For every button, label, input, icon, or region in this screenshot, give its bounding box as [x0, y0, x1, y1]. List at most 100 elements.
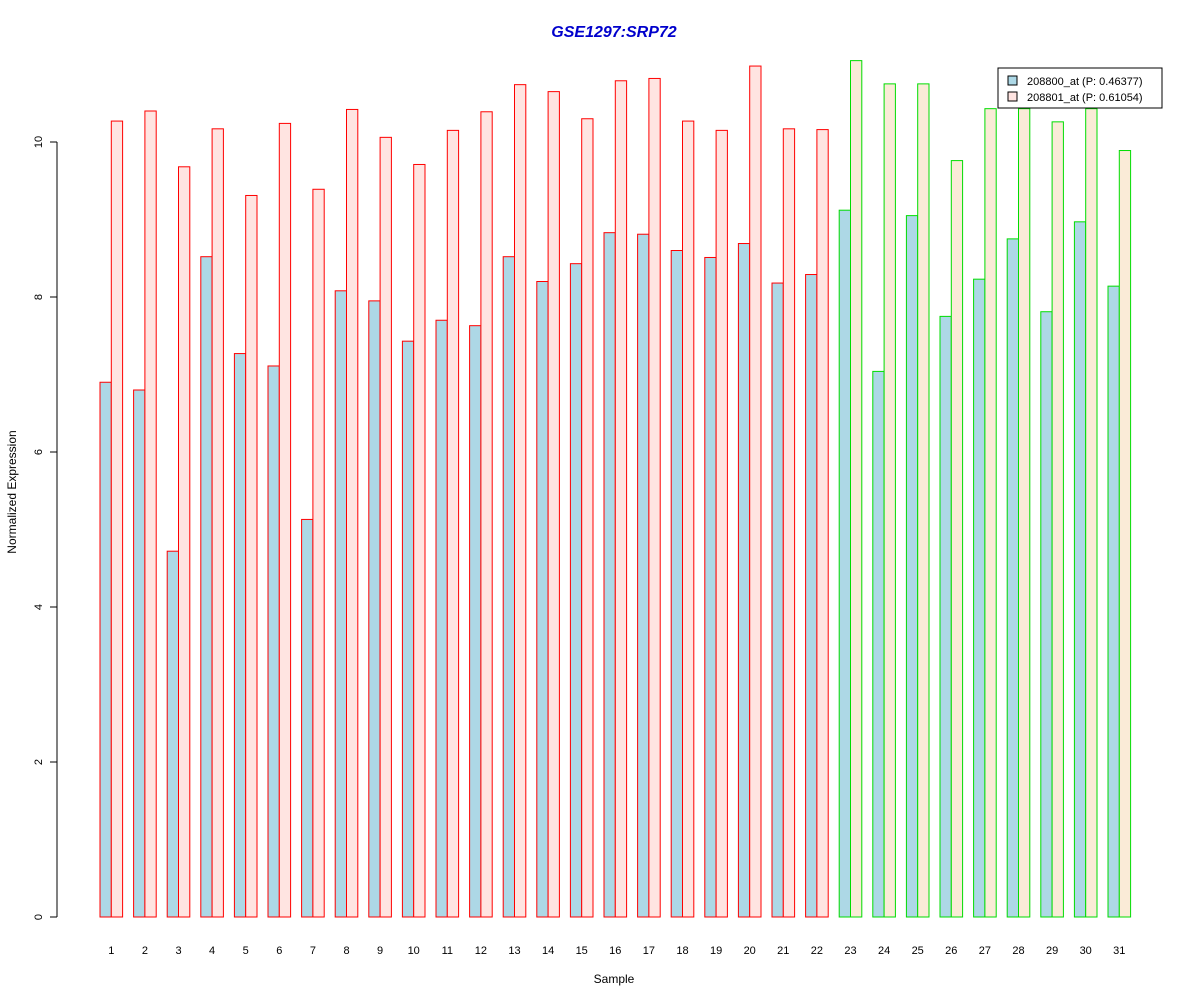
x-tick-label: 8 [343, 945, 349, 957]
bar-208800-at [771, 282, 784, 918]
bar-208800-at [872, 370, 885, 918]
bar-208800-at [1040, 311, 1053, 918]
bar-208801-at [245, 194, 258, 918]
x-tick-label: 18 [676, 945, 688, 957]
bar-208801-at [446, 129, 460, 918]
x-tick-label: 6 [276, 945, 282, 957]
bar-208801-at [178, 166, 191, 918]
chart-title: GSE1297:SRP72 [551, 24, 677, 41]
bar-208801-at [581, 118, 594, 918]
bar-208801-at [379, 136, 392, 918]
x-tick-label: 13 [508, 945, 520, 957]
x-tick-label: 30 [1080, 945, 1092, 957]
bar-208801-at [749, 65, 762, 918]
bar-208800-at [637, 233, 650, 918]
y-tick-label: 8 [33, 294, 45, 300]
bar-208800-at [368, 300, 381, 918]
x-tick-label: 10 [408, 945, 420, 957]
bar-208801-at [1085, 108, 1098, 918]
x-tick-label: 20 [744, 945, 756, 957]
bar-208801-at [715, 129, 728, 918]
bar-208801-at [211, 128, 224, 918]
bar-208800-at [670, 250, 684, 918]
x-tick-label: 5 [243, 945, 249, 957]
bar-208801-at [950, 160, 964, 918]
bar-208800-at [502, 256, 516, 918]
x-tick-label: 26 [945, 945, 957, 957]
y-tick-label: 10 [33, 136, 45, 148]
bar-208800-at [200, 256, 213, 918]
x-tick-label: 27 [979, 945, 991, 957]
x-tick-label: 14 [542, 945, 554, 957]
bar-208800-at [1006, 238, 1020, 918]
bar-208801-at [413, 163, 426, 918]
y-axis: 0 2 4 6 8 10 [33, 136, 58, 920]
bar-208801-at [816, 129, 829, 918]
x-tick-label: 31 [1113, 945, 1125, 957]
x-tick-label: 7 [310, 945, 316, 957]
bar-208800-at [301, 518, 314, 918]
x-tick-label: 12 [475, 945, 487, 957]
y-tick-label: 2 [33, 759, 45, 765]
bar-208800-at [401, 340, 415, 918]
bar-208801-at [346, 108, 359, 918]
y-axis-title: Normalized Expression [5, 430, 19, 553]
bar-208800-at [973, 278, 986, 918]
bar-208800-at [704, 256, 717, 918]
bar-208800-at [469, 325, 482, 918]
bar-208801-at [850, 60, 863, 918]
bar-208801-at [278, 122, 292, 918]
bar-208801-at [547, 91, 560, 918]
x-tick-label: 15 [576, 945, 588, 957]
x-tick-label: 11 [442, 945, 453, 957]
x-tick-label: 19 [710, 945, 722, 957]
x-tick-label: 24 [878, 945, 890, 957]
bar-208801-at [144, 110, 157, 918]
bar-208800-at [939, 315, 952, 918]
bar-208800-at [166, 550, 179, 918]
bar-208801-at [883, 83, 896, 918]
bar-208801-at [110, 120, 124, 918]
x-tick-label: 2 [142, 945, 148, 957]
bar-208801-at [984, 108, 997, 918]
bar-208800-at [435, 319, 448, 918]
bar-208801-at [782, 128, 796, 918]
bar-208801-at [480, 111, 493, 918]
x-tick-label: 1 [108, 945, 114, 957]
bar-208801-at [682, 120, 695, 918]
bar-208800-at [133, 389, 146, 918]
x-tick-label: 4 [209, 945, 215, 957]
bars-group [99, 60, 1132, 918]
x-tick-label: 25 [912, 945, 924, 957]
x-tick-label: 28 [1012, 945, 1024, 957]
x-tick-label: 3 [175, 945, 181, 957]
x-tick-label: 29 [1046, 945, 1058, 957]
bar-208800-at [905, 215, 919, 918]
legend-box [997, 67, 1163, 109]
x-tick-labels: 1 2 3 4 5 6 7 8 9 10 11 12 13 14 15 16 17 18 19 20 21 22 23 24 2… [108, 945, 1125, 957]
bar-208800-at [838, 209, 852, 918]
bar-208801-at [1018, 108, 1031, 918]
bar-208801-at [514, 84, 527, 918]
x-axis-title: Sample [594, 972, 635, 986]
legend-label-series-1: 208800_at (P: 0.46377) [1027, 76, 1143, 88]
bar-208800-at [1073, 221, 1087, 918]
x-tick-label: 22 [811, 945, 823, 957]
bar-208800-at [603, 232, 616, 918]
bar-208801-at [917, 83, 930, 918]
bar-208801-at [312, 188, 325, 918]
legend-swatch-series-1 [1007, 75, 1018, 86]
bar-208800-at [1107, 285, 1120, 918]
legend: 208800_at (P: 0.46377) 208801_at (P: 0.6… [997, 67, 1163, 109]
y-tick-label: 0 [33, 914, 45, 920]
x-tick-label: 17 [643, 945, 655, 957]
bar-208800-at [737, 243, 751, 918]
bar-208800-at [569, 263, 583, 918]
bar-208800-at [267, 365, 280, 918]
bar-208800-at [99, 381, 112, 918]
bar-208800-at [233, 353, 247, 918]
bar-208801-at [614, 80, 628, 918]
x-tick-label: 23 [844, 945, 856, 957]
bar-208801-at [1118, 150, 1132, 918]
